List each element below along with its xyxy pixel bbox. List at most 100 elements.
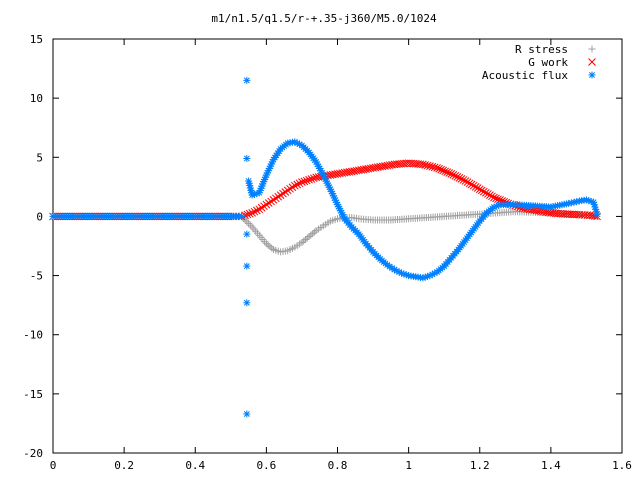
data-point bbox=[305, 175, 313, 184]
data-point bbox=[324, 181, 332, 189]
data-point bbox=[582, 196, 590, 204]
data-point bbox=[245, 220, 253, 228]
data-point bbox=[263, 169, 271, 177]
data-point bbox=[433, 164, 441, 172]
data-point bbox=[400, 270, 408, 278]
data-point bbox=[340, 213, 348, 221]
x-tick-label: 0.4 bbox=[185, 459, 205, 472]
data-point bbox=[369, 164, 377, 172]
data-point bbox=[376, 162, 385, 171]
legend-marker bbox=[588, 71, 596, 79]
data-point bbox=[378, 162, 387, 171]
data-point bbox=[421, 161, 430, 169]
legend-marker bbox=[588, 58, 596, 66]
data-point bbox=[428, 162, 437, 171]
data-point bbox=[276, 191, 285, 199]
data-point bbox=[241, 216, 249, 224]
data-point bbox=[570, 198, 578, 206]
data-point bbox=[302, 176, 311, 185]
data-point bbox=[473, 184, 482, 192]
data-point bbox=[331, 196, 339, 204]
data-point bbox=[467, 180, 476, 189]
x-tick-label: 1.2 bbox=[470, 459, 490, 472]
data-point bbox=[245, 179, 253, 187]
data-point bbox=[471, 183, 480, 191]
data-point bbox=[371, 163, 380, 172]
data-point bbox=[423, 161, 432, 170]
x-tick-label: 1.4 bbox=[541, 459, 561, 472]
data-point bbox=[253, 206, 261, 215]
data-point bbox=[246, 184, 254, 192]
data-point bbox=[264, 167, 272, 175]
data-point bbox=[261, 173, 269, 181]
data-point bbox=[390, 266, 398, 274]
data-point bbox=[385, 161, 394, 170]
data-point bbox=[245, 177, 253, 185]
data-point bbox=[335, 203, 343, 211]
data-point bbox=[331, 170, 339, 179]
data-point bbox=[461, 177, 470, 185]
data-point bbox=[492, 194, 500, 203]
data-point bbox=[251, 190, 259, 198]
data-point bbox=[319, 171, 327, 179]
x-tick-label: 1.6 bbox=[612, 459, 632, 472]
y-tick-label: 15 bbox=[30, 33, 43, 46]
data-point bbox=[309, 174, 318, 183]
data-point bbox=[343, 168, 351, 177]
data-point bbox=[350, 167, 358, 175]
data-point bbox=[364, 164, 373, 173]
data-point bbox=[312, 158, 320, 166]
data-point bbox=[313, 160, 321, 168]
data-point bbox=[258, 182, 266, 190]
data-point bbox=[243, 410, 251, 418]
data-point bbox=[260, 178, 268, 186]
plot-area: 0 0.2 0.4 0.6 0.8 1 1.2 1.4 1.6 15 10 5 0 -5 -10 -15 -20 bbox=[23, 33, 632, 472]
data-point bbox=[272, 194, 280, 203]
data-point bbox=[325, 183, 333, 191]
data-point bbox=[395, 268, 403, 276]
y-tick-label: 0 bbox=[36, 210, 43, 223]
data-point bbox=[459, 176, 468, 184]
data-point bbox=[291, 138, 299, 146]
y-tick-label: -15 bbox=[23, 388, 43, 401]
x-tick-label: 0.2 bbox=[114, 459, 134, 472]
x-tick-label: 0 bbox=[50, 459, 57, 472]
data-point bbox=[269, 196, 278, 204]
x-tick-label: 0.6 bbox=[256, 459, 276, 472]
data-point bbox=[266, 243, 274, 251]
data-point bbox=[383, 161, 392, 170]
data-point bbox=[322, 177, 330, 185]
data-point bbox=[477, 186, 486, 195]
data-point bbox=[293, 139, 301, 147]
data-point bbox=[243, 262, 251, 270]
data-point bbox=[330, 194, 338, 202]
data-point bbox=[243, 299, 251, 307]
data-point bbox=[307, 231, 315, 239]
data-point bbox=[274, 192, 283, 201]
data-point bbox=[315, 162, 323, 170]
data-point bbox=[245, 209, 254, 218]
data-point bbox=[590, 201, 598, 209]
data-point bbox=[447, 169, 456, 178]
data-point bbox=[336, 169, 344, 178]
data-point bbox=[268, 244, 276, 252]
data-point bbox=[587, 197, 595, 205]
data-point bbox=[421, 273, 429, 281]
data-point bbox=[419, 274, 427, 282]
data-point bbox=[296, 140, 304, 148]
data-point bbox=[535, 207, 543, 215]
data-point bbox=[490, 203, 498, 211]
data-point bbox=[428, 270, 436, 278]
data-point bbox=[573, 198, 581, 206]
data-point bbox=[250, 207, 259, 216]
x-tick-label: 1 bbox=[405, 459, 412, 472]
data-point bbox=[352, 166, 361, 175]
data-point bbox=[402, 271, 410, 279]
data-point bbox=[332, 198, 340, 206]
data-point bbox=[439, 166, 448, 175]
data-point bbox=[256, 187, 264, 195]
data-point bbox=[307, 175, 316, 183]
data-point bbox=[262, 200, 271, 209]
data-point bbox=[323, 179, 331, 187]
